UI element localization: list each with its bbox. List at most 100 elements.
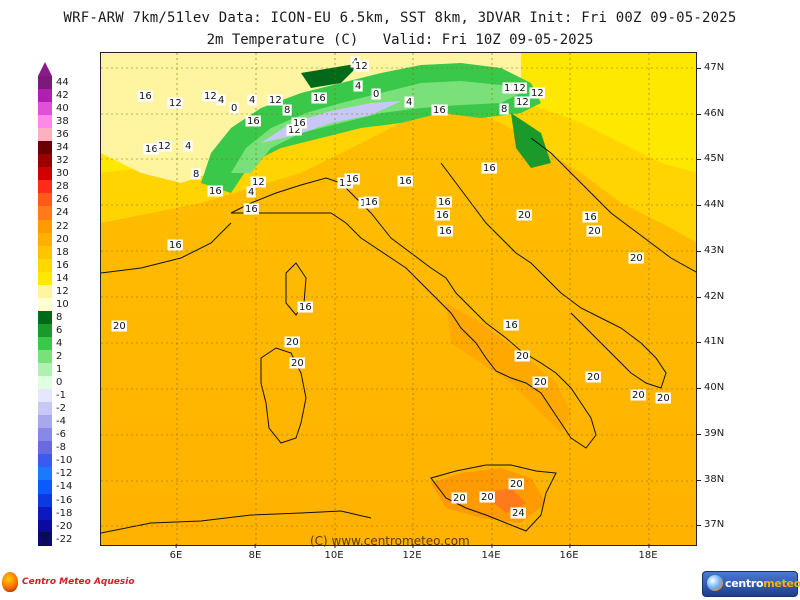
contour-label: 12: [158, 141, 171, 152]
legend-swatch: [38, 193, 52, 207]
legend-row: -4: [38, 415, 98, 429]
legend-row: 14: [38, 271, 98, 285]
legend-row: -16: [38, 493, 98, 507]
legend-swatch: [38, 102, 52, 116]
legend-label: -1: [56, 390, 66, 402]
legend-label: 44: [56, 77, 69, 88]
contour-label: 12: [531, 88, 544, 99]
africa-coast: [101, 510, 372, 534]
legend-row: 32: [38, 154, 98, 168]
contour-label-bg: [229, 102, 239, 114]
contour-label-bg: [202, 90, 218, 102]
legend-label: -2: [56, 403, 66, 415]
contour-label: 20: [518, 210, 531, 221]
contour-label: 16: [505, 320, 518, 331]
contour-label-bg: [514, 350, 530, 362]
contour-label: 0: [231, 103, 237, 114]
legend-swatch: [38, 115, 52, 129]
latitude-label: 47N: [695, 62, 725, 73]
contour-label: 16: [169, 240, 182, 251]
legend-row: 6: [38, 323, 98, 337]
graticule: [101, 53, 696, 545]
legend-row: -20: [38, 519, 98, 533]
contour-label: 12: [288, 125, 301, 136]
contour-label-bg: [451, 492, 467, 504]
legend-label: 40: [56, 103, 69, 115]
legend-swatch: [38, 206, 52, 220]
contour-label: 12: [204, 91, 217, 102]
contour-label-bg: [532, 376, 548, 388]
contour-label: 16: [436, 210, 449, 221]
contour-label-bg: [630, 389, 646, 401]
legend-swatch: [38, 441, 52, 455]
contour-label: 0: [373, 89, 379, 100]
legend-label: -10: [56, 455, 73, 467]
contour-label: 20: [657, 393, 670, 404]
legend-label: 18: [56, 246, 69, 258]
contour-label-bg: [582, 211, 598, 223]
legend-swatch: [38, 493, 52, 507]
coastlines: [101, 137, 696, 534]
contour-label-bg: [508, 478, 524, 490]
latitude-label: 37N: [695, 519, 725, 530]
field-name: 2m Temperature (C): [206, 32, 359, 48]
legend-label: 8: [56, 311, 63, 323]
italy-east-coast: [440, 162, 667, 389]
map-canvas: 1612124041281216412404812121281216161616…: [101, 53, 696, 545]
legend-swatch: [38, 271, 52, 285]
contour-label-bg: [344, 173, 360, 185]
color-legend: 44 42 40 38 36 34 32 30 28 26 24 22 20 18 16 14 12 10 8 6 4 2…: [36, 62, 96, 546]
contour-label-bg: [434, 209, 450, 221]
temperature-map: 1612124041281216412404812121281216161616…: [100, 52, 697, 546]
legend-row: 18: [38, 245, 98, 259]
longitude-label: 14E: [481, 544, 501, 561]
legend-row: 36: [38, 128, 98, 142]
latitude-label: 41N: [695, 336, 725, 347]
legend-label: 0: [56, 377, 63, 389]
contour-label: 20: [481, 492, 494, 503]
contour-label-bg: [511, 82, 527, 94]
legend-swatch: [38, 349, 52, 364]
contour-label: 16: [365, 197, 378, 208]
contour-label-bg: [297, 301, 313, 313]
legend-label: 30: [56, 168, 69, 180]
contour-label: 4: [185, 141, 191, 152]
latitude-label: 39N: [695, 428, 725, 439]
legend-row: 24: [38, 206, 98, 220]
legend-swatch: [38, 389, 52, 403]
legend-swatch: [38, 454, 52, 468]
contour-label-bg: [111, 320, 127, 332]
contour-label-bg: [156, 140, 172, 152]
contour-label-bg: [628, 252, 644, 264]
contour-label: 12: [513, 83, 526, 94]
contour-label-bg: [353, 80, 363, 92]
legend-label: 4: [56, 337, 63, 349]
contour-label-bg: [503, 319, 519, 331]
contour-label: 16: [399, 176, 412, 187]
legend-swatch: [38, 297, 52, 311]
contour-label: 20: [632, 390, 645, 401]
contour-label: 20: [286, 337, 299, 348]
alps-dark-green-zone: [301, 63, 361, 88]
longitude-label: 12E: [402, 544, 422, 561]
latitude-label: 46N: [695, 108, 725, 119]
contour-label: 20: [113, 321, 126, 332]
legend-row: -18: [38, 506, 98, 520]
contour-label: 16: [439, 226, 452, 237]
legend-swatch: [38, 402, 52, 416]
legend-label: 2: [56, 350, 63, 362]
legend-swatch: [38, 167, 52, 181]
legend-row: -2: [38, 402, 98, 416]
contour-label-bg: [479, 491, 495, 503]
contour-label-bg: [516, 209, 532, 221]
legend-bottom-arrow: [38, 532, 52, 546]
legend-swatch: [38, 284, 52, 298]
legend-label: 1: [56, 364, 63, 376]
longitude-label: 8E: [248, 544, 262, 561]
centro-meteo-aquesio-logo: Centro Meteo Aquesio: [2, 570, 135, 596]
contour-label: 20: [588, 226, 601, 237]
contour-label: 8: [193, 169, 199, 180]
balkan-green-zone: [511, 113, 551, 168]
contour-label-bg: [586, 225, 602, 237]
latitude-label: 40N: [695, 382, 725, 393]
